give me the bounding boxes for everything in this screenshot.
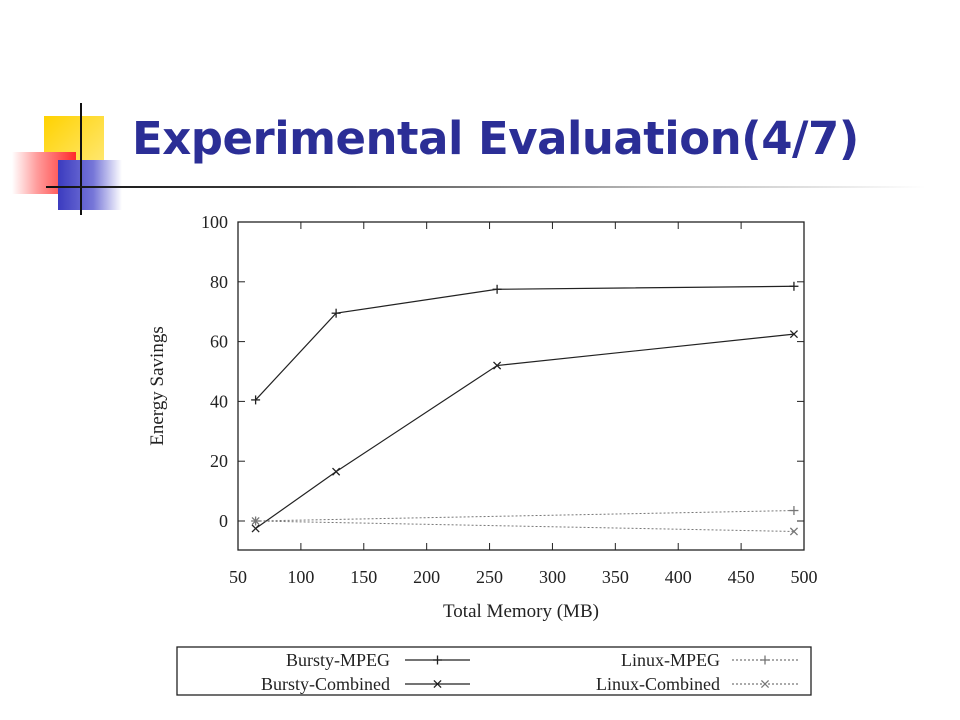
- data-point-bursty-combined: [493, 361, 502, 370]
- legend-label-bursty-combined: Bursty-Combined: [261, 674, 390, 694]
- x-tick-label: 200: [413, 567, 440, 587]
- data-point-bursty-mpeg: [492, 284, 502, 294]
- data-point-bursty-combined: [251, 524, 260, 533]
- y-tick-label: 60: [210, 332, 228, 352]
- plot-frame: [237, 221, 805, 551]
- x-tick-label: 300: [539, 567, 566, 587]
- data-point-bursty-combined: [789, 330, 798, 339]
- y-tick-label: 0: [219, 511, 228, 531]
- series-line-linux-mpeg: [255, 510, 794, 522]
- data-point-linux-mpeg: [789, 506, 799, 516]
- legend-marker-linux-combined: [760, 679, 770, 689]
- x-tick-label: 350: [602, 567, 629, 587]
- data-point-bursty-mpeg: [251, 395, 261, 405]
- y-tick-label: 40: [210, 391, 228, 411]
- deco-horizontal-line: [46, 186, 926, 188]
- data-point-bursty-combined: [332, 467, 341, 476]
- x-tick-label: 50: [229, 567, 247, 587]
- legend-marker-bursty-mpeg: [433, 655, 442, 665]
- series-line-bursty-mpeg: [255, 285, 794, 401]
- x-tick-label: 250: [476, 567, 503, 587]
- x-axis-label: Total Memory (MB): [443, 601, 599, 622]
- legend-label-linux-mpeg: Linux-MPEG: [621, 650, 720, 670]
- data-point-linux-combined: [251, 516, 260, 526]
- x-tick-label: 150: [350, 567, 377, 587]
- legend-marker-linux-mpeg: [760, 655, 770, 665]
- y-tick-label: 80: [210, 272, 228, 292]
- y-axis-label: Energy Savings: [147, 326, 168, 445]
- y-tick-label: 100: [201, 212, 228, 232]
- series-line-bursty-combined: [255, 333, 795, 529]
- x-tick-label: 100: [287, 567, 314, 587]
- legend-label-bursty-mpeg: Bursty-MPEG: [286, 650, 390, 670]
- data-point-bursty-mpeg: [331, 308, 341, 318]
- x-tick-label: 450: [728, 567, 755, 587]
- slide-title: Experimental Evaluation(4/7): [132, 112, 859, 165]
- legend-box: [176, 646, 812, 696]
- deco-vertical-line: [80, 103, 82, 215]
- series-line-linux-combined: [255, 520, 794, 532]
- data-point-bursty-mpeg: [789, 281, 799, 291]
- x-tick-label: 500: [791, 567, 818, 587]
- legend-marker-bursty-combined: [433, 679, 442, 689]
- x-tick-label: 400: [665, 567, 692, 587]
- data-point-linux-combined: [789, 527, 798, 536]
- legend-label-linux-combined: Linux-Combined: [596, 674, 720, 694]
- deco-blue-square: [58, 160, 122, 210]
- y-tick-label: 20: [210, 451, 228, 471]
